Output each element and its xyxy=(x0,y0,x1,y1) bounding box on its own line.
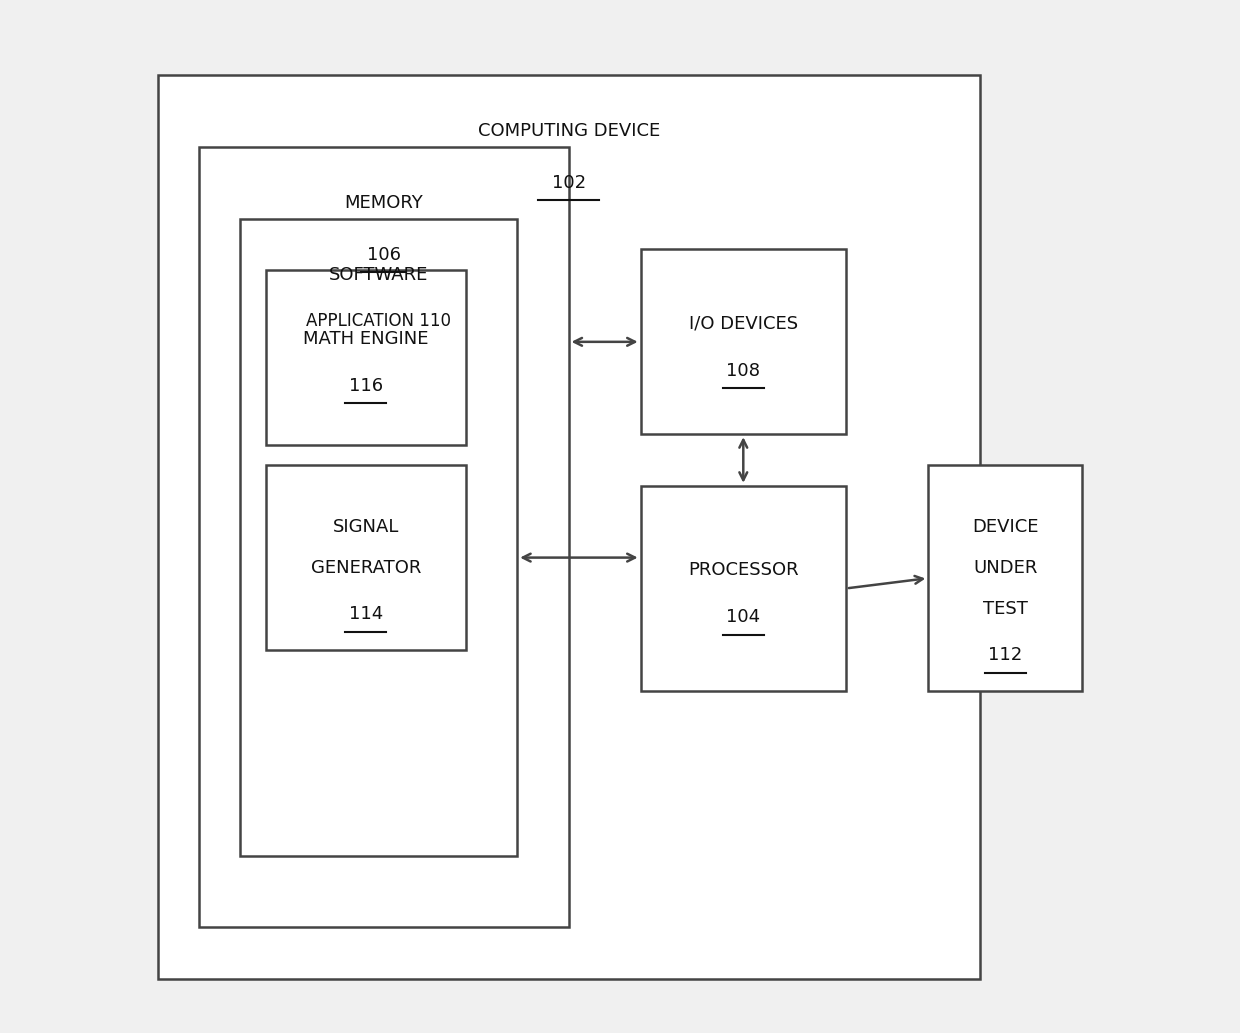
FancyBboxPatch shape xyxy=(239,219,517,855)
FancyBboxPatch shape xyxy=(198,147,569,928)
FancyBboxPatch shape xyxy=(641,249,846,434)
Text: SIGNAL: SIGNAL xyxy=(332,518,399,536)
Text: UNDER: UNDER xyxy=(973,559,1038,576)
Text: MATH ENGINE: MATH ENGINE xyxy=(303,330,429,348)
Text: 104: 104 xyxy=(727,608,760,626)
Text: PROCESSOR: PROCESSOR xyxy=(688,561,799,578)
Text: I/O DEVICES: I/O DEVICES xyxy=(688,314,797,333)
Text: 114: 114 xyxy=(348,605,383,623)
FancyBboxPatch shape xyxy=(157,74,980,979)
FancyBboxPatch shape xyxy=(265,465,466,650)
Text: TEST: TEST xyxy=(983,600,1028,618)
Text: 116: 116 xyxy=(348,377,383,395)
Text: 106: 106 xyxy=(367,246,401,263)
Text: DEVICE: DEVICE xyxy=(972,518,1039,536)
Text: MEMORY: MEMORY xyxy=(345,194,423,212)
FancyBboxPatch shape xyxy=(265,270,466,444)
Text: GENERATOR: GENERATOR xyxy=(310,559,420,576)
Text: SOFTWARE: SOFTWARE xyxy=(329,267,428,284)
Text: COMPUTING DEVICE: COMPUTING DEVICE xyxy=(477,122,660,140)
FancyBboxPatch shape xyxy=(641,486,846,691)
Text: APPLICATION 110: APPLICATION 110 xyxy=(306,312,451,331)
Text: 102: 102 xyxy=(552,174,585,191)
Text: 112: 112 xyxy=(988,647,1023,664)
Text: 108: 108 xyxy=(727,362,760,379)
FancyBboxPatch shape xyxy=(929,465,1083,691)
